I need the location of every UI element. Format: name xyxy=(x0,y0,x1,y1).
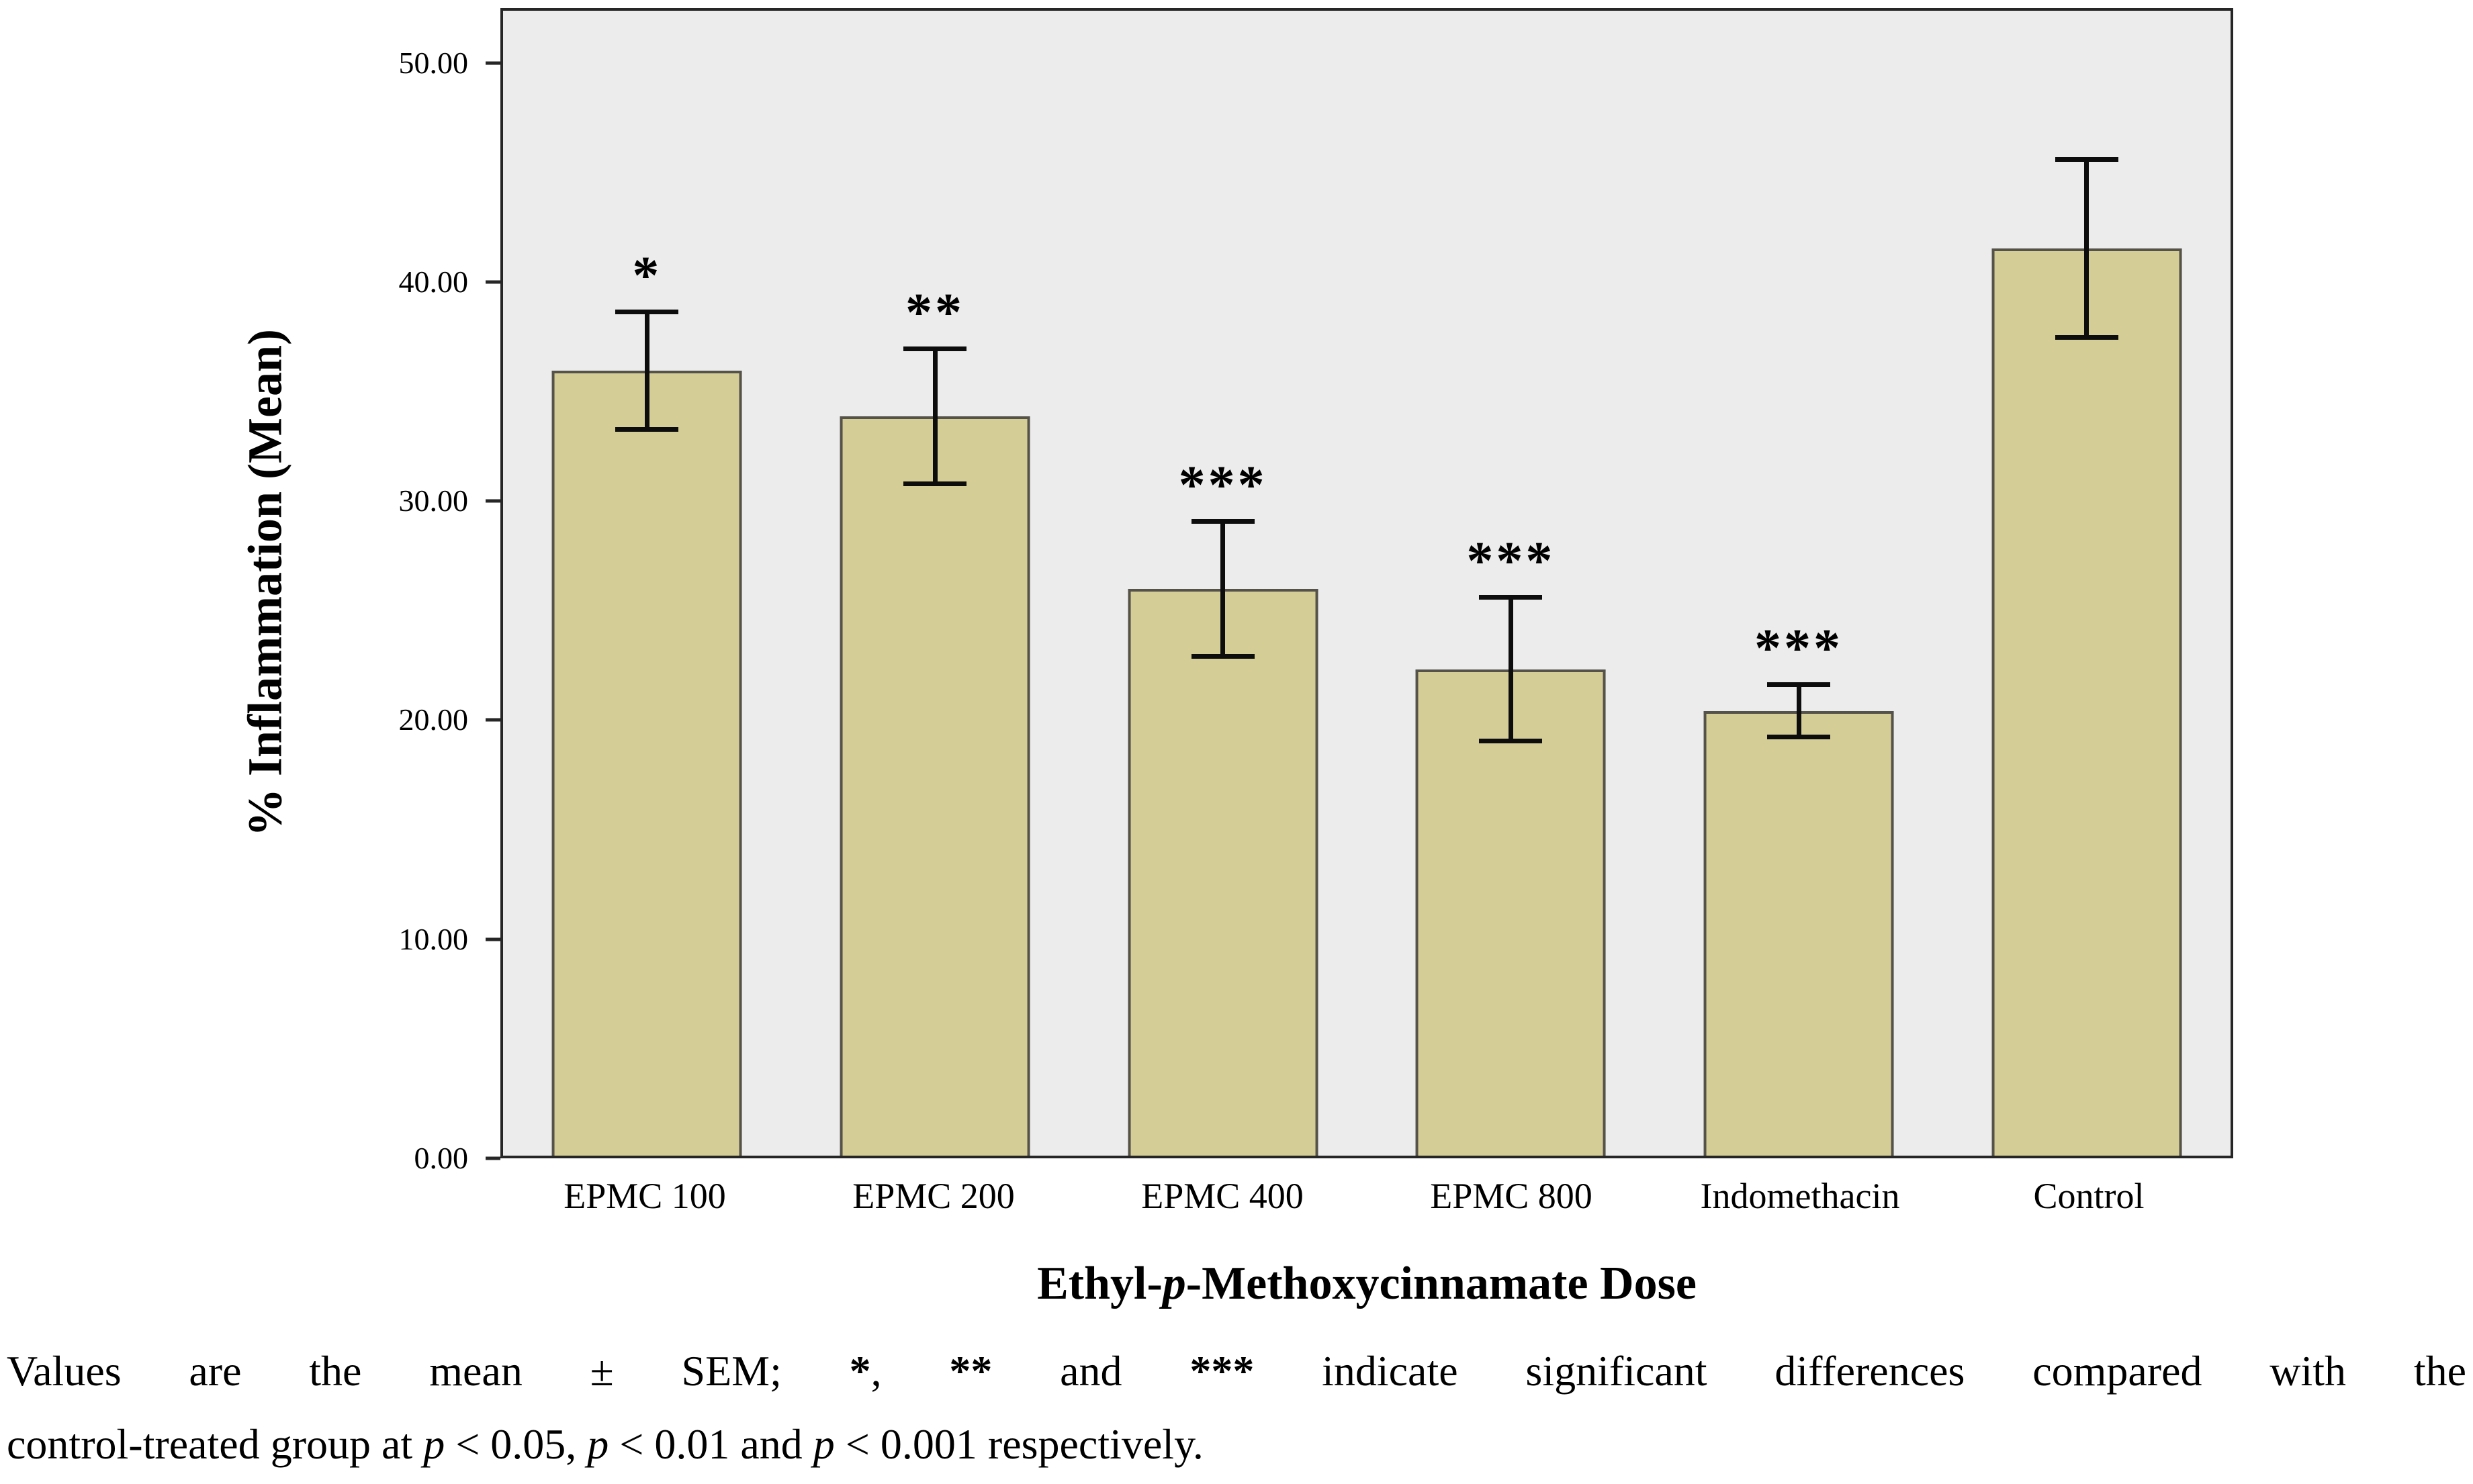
error-bar-line xyxy=(2084,156,2089,340)
x-axis-title: Ethyl-p-Methoxycinnamate Dose xyxy=(500,1257,2233,1311)
y-tick-mark xyxy=(486,61,500,65)
caption-text-8: < 0.001 respectively. xyxy=(834,1420,1204,1468)
error-bar-line xyxy=(1796,682,1801,739)
error-bar-epmc-100 xyxy=(615,309,679,432)
caption-line-2: control-treated group at p < 0.05, p < 0… xyxy=(7,1408,2466,1481)
significance-star-single: * xyxy=(849,1347,871,1395)
x-tick-label-epmc-400: EPMC 400 xyxy=(1141,1176,1304,1216)
caption-text-7: < 0.01 and xyxy=(609,1420,813,1468)
error-bar-cap-top xyxy=(2055,156,2118,162)
error-bar-cap-bottom xyxy=(903,481,966,486)
caption-text-6: < 0.05, xyxy=(445,1420,588,1468)
bar-slot-indomethacin: *** xyxy=(1655,11,1943,1156)
x-axis-labels: EPMC 100 EPMC 200 EPMC 400 EPMC 800 Indometh… xyxy=(500,1176,2233,1216)
error-bar-cap-top xyxy=(1479,595,1543,600)
error-bar-line xyxy=(932,346,938,486)
caption-text-3: and xyxy=(992,1347,1190,1395)
p-value-italic-3: p xyxy=(813,1420,835,1468)
bar-control xyxy=(1991,248,2182,1156)
y-tick-mark xyxy=(486,280,500,284)
caption-text-1: Values are the mean ± SEM; xyxy=(7,1347,850,1395)
x-tick-label-epmc-800: EPMC 800 xyxy=(1430,1176,1592,1216)
y-tick-mark xyxy=(486,718,500,722)
x-axis-title-pre: Ethyl- xyxy=(1037,1258,1163,1309)
error-bar-cap-bottom xyxy=(1479,739,1543,744)
significance-marker-epmc-400: *** xyxy=(1178,455,1267,515)
bar-epmc-100 xyxy=(551,370,742,1156)
caption-text-4: indicate significant differences compare… xyxy=(1254,1347,2467,1395)
x-axis-title-post: -Methoxycinnamate Dose xyxy=(1185,1258,1697,1309)
significance-star-double: ** xyxy=(949,1347,993,1395)
error-bar-line xyxy=(644,309,649,432)
significance-marker-epmc-100: * xyxy=(632,246,662,306)
y-tick-label: 50.00 xyxy=(398,45,469,80)
x-tick-label-epmc-100: EPMC 100 xyxy=(564,1176,726,1216)
p-value-italic-1: p xyxy=(423,1420,445,1468)
caption-text-5: control-treated group at xyxy=(7,1420,424,1468)
bars-row: * ** *** *** *** xyxy=(503,11,2231,1156)
significance-star-triple: *** xyxy=(1189,1347,1255,1395)
error-bar-epmc-800 xyxy=(1479,595,1543,744)
x-axis-title-italic-p: p xyxy=(1162,1258,1186,1309)
error-bar-epmc-200 xyxy=(903,346,966,486)
x-tick-label-control: Control xyxy=(2033,1176,2145,1216)
y-tick-label: 30.00 xyxy=(398,483,469,518)
error-bar-control xyxy=(2055,156,2118,340)
error-bar-epmc-400 xyxy=(1191,518,1255,659)
error-bar-cap-bottom xyxy=(1191,653,1255,659)
significance-marker-indomethacin: *** xyxy=(1754,619,1844,679)
error-bar-cap-top xyxy=(1767,682,1831,688)
x-tick-label-indomethacin: Indomethacin xyxy=(1700,1176,1900,1216)
y-axis: 0.00 10.00 20.00 30.00 40.00 50.00 xyxy=(0,8,500,1174)
y-tick-label: 10.00 xyxy=(398,921,469,956)
bar-slot-epmc-800: *** xyxy=(1367,11,1655,1156)
caption-text-2: , xyxy=(870,1347,950,1395)
y-tick-mark xyxy=(486,937,500,941)
plot-area: * ** *** *** *** xyxy=(500,8,2233,1158)
error-bar-indomethacin xyxy=(1767,682,1831,739)
bar-epmc-200 xyxy=(840,416,1030,1156)
y-tick-mark xyxy=(486,1156,500,1160)
x-tick-label-epmc-200: EPMC 200 xyxy=(852,1176,1015,1216)
bar-slot-control xyxy=(1942,11,2231,1156)
y-tick-label: 40.00 xyxy=(398,264,469,299)
p-value-italic-2: p xyxy=(587,1420,609,1468)
bar-epmc-400 xyxy=(1128,588,1318,1156)
significance-marker-epmc-200: ** xyxy=(905,283,964,343)
error-bar-cap-top xyxy=(1191,518,1255,524)
y-tick-label: 20.00 xyxy=(398,702,469,737)
error-bar-cap-bottom xyxy=(615,426,679,432)
error-bar-line xyxy=(1220,518,1226,659)
bar-epmc-800 xyxy=(1415,669,1606,1156)
error-bar-cap-bottom xyxy=(2055,335,2118,340)
y-tick-label: 0.00 xyxy=(414,1141,469,1175)
bar-slot-epmc-100: * xyxy=(503,11,791,1156)
significance-marker-epmc-800: *** xyxy=(1466,532,1556,592)
error-bar-cap-bottom xyxy=(1767,734,1831,739)
bar-slot-epmc-400: *** xyxy=(1079,11,1367,1156)
bar-indomethacin xyxy=(1703,710,1894,1156)
bar-slot-epmc-200: ** xyxy=(791,11,1079,1156)
error-bar-line xyxy=(1508,595,1513,744)
caption-line-1: Values are the mean ± SEM; *, ** and ***… xyxy=(7,1335,2466,1408)
y-tick-mark xyxy=(486,499,500,503)
error-bar-cap-top xyxy=(903,346,966,352)
figure-caption: Values are the mean ± SEM; *, ** and ***… xyxy=(7,1335,2466,1481)
error-bar-cap-top xyxy=(615,309,679,314)
